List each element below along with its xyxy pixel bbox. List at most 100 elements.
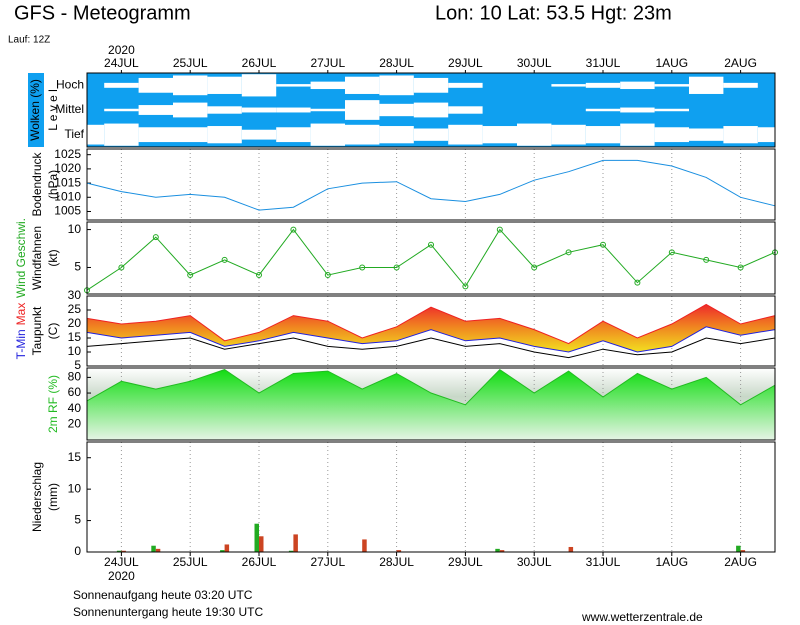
wind-marker xyxy=(256,272,262,279)
x-tick-label: 2AUG xyxy=(724,555,757,569)
y-axis-label-part: 2m RF (%) xyxy=(46,375,60,433)
x-tick-label: 27JUL xyxy=(310,56,345,70)
cloud-cell xyxy=(482,126,517,144)
x-tick-label: 24JUL xyxy=(104,56,139,70)
cloud-cell xyxy=(173,75,208,96)
y-axis-label-part: T-Min xyxy=(14,329,28,359)
precip-bar xyxy=(254,523,259,552)
cloud-cell xyxy=(138,105,173,115)
y-axis-label: Wolken (%) xyxy=(28,79,42,141)
y-axis-label-part: Max xyxy=(14,303,28,326)
y-axis-label-part: Taupunkt xyxy=(30,306,44,355)
cloud-cell xyxy=(104,123,139,146)
precip-bar xyxy=(293,534,298,552)
x-tick-label: 29JUL xyxy=(448,555,483,569)
cloud-cell xyxy=(310,81,345,90)
x-tick-label: 29JUL xyxy=(448,56,483,70)
y-tick-label: 1005 xyxy=(54,204,81,218)
cloud-cell xyxy=(87,124,105,145)
year-label: 2020 xyxy=(108,43,135,57)
panel-frame xyxy=(86,221,776,295)
cloud-cell xyxy=(448,106,483,114)
wind-marker xyxy=(152,234,159,241)
cloud-cell xyxy=(585,126,621,144)
precip-bar xyxy=(568,546,574,552)
cloud-cell xyxy=(620,123,655,146)
y-axis-label: (C) xyxy=(46,323,60,340)
x-tick-label: 30JUL xyxy=(517,555,552,569)
y-tick-label: 1015 xyxy=(54,175,81,189)
cloud-cell xyxy=(654,84,689,87)
cloud-cell xyxy=(310,108,345,112)
y-tick-label: 5 xyxy=(74,260,81,274)
cloud-cell xyxy=(723,126,758,144)
precip-bar xyxy=(495,548,500,552)
precip-bar xyxy=(288,550,294,552)
x-tick-label: 1AUG xyxy=(655,555,688,569)
y-tick-label: 1010 xyxy=(54,189,81,203)
wind-marker xyxy=(531,264,538,271)
y-tick-label: 80 xyxy=(68,370,82,384)
precip-bar xyxy=(220,550,225,552)
wind-marker xyxy=(634,279,641,286)
x-tick-label: 2AUG xyxy=(724,56,757,70)
cloud-cell xyxy=(241,74,277,97)
y-axis-label: T-Min Max xyxy=(14,303,28,360)
series-line xyxy=(86,326,776,353)
level-name: Tief xyxy=(64,127,84,141)
cloud-cell xyxy=(276,84,311,87)
wind-marker xyxy=(737,264,744,271)
cloud-cell xyxy=(585,82,621,88)
cloud-cell xyxy=(620,107,655,113)
series-line xyxy=(86,159,776,211)
y-axis-label-part: Bodendruck xyxy=(30,151,44,216)
panel-frame xyxy=(86,148,776,221)
cloud-cell xyxy=(689,128,724,141)
y-tick-label: 10 xyxy=(68,481,82,495)
level-name: Hoch xyxy=(56,78,84,92)
wind-marker xyxy=(187,272,194,279)
cloud-cell xyxy=(723,82,758,88)
cloud-cell xyxy=(379,103,414,117)
sunset: Sonnenuntergang heute 19:30 UTC xyxy=(73,605,263,619)
y-axis-label: 2m RF (%) xyxy=(46,375,60,433)
wind-marker xyxy=(118,264,125,271)
wind-marker xyxy=(496,226,503,233)
panel-frame xyxy=(86,441,776,553)
x-tick-label: 26JUL xyxy=(242,555,277,569)
y-tick-label: 15 xyxy=(68,330,82,344)
precip-bar xyxy=(259,536,264,552)
cloud-cell xyxy=(207,126,242,144)
y-axis-label: Bodendruck xyxy=(30,151,44,216)
y-tick-label: 5 xyxy=(74,358,81,372)
cloud-cell xyxy=(241,129,277,140)
precip-bar xyxy=(499,550,505,552)
y-tick-label: 10 xyxy=(68,222,82,236)
wind-marker xyxy=(600,241,606,248)
y-tick-label: 5 xyxy=(74,513,81,527)
cloud-cell xyxy=(379,126,414,144)
cloud-cell xyxy=(654,127,689,143)
cloud-cell xyxy=(207,106,242,114)
cloud-cell xyxy=(585,108,621,112)
cloud-cell xyxy=(276,127,311,143)
y-axis-label: (hPa) xyxy=(46,170,60,199)
level-name: Mittel xyxy=(55,102,84,116)
precip-bar xyxy=(155,548,161,552)
y-axis-label-part: Niederschlag xyxy=(30,462,44,532)
y-tick-label: 20 xyxy=(68,316,82,330)
precip-bar xyxy=(121,550,126,552)
y-tick-label: 60 xyxy=(68,385,82,399)
cloud-cell xyxy=(173,102,208,118)
temp-range xyxy=(87,304,775,352)
cloud-cell xyxy=(345,100,380,120)
y-axis-label: (mm) xyxy=(46,483,60,511)
y-axis-label: Niederschlag xyxy=(30,462,44,532)
y-tick-label: 15 xyxy=(68,450,82,464)
panel-frame xyxy=(86,295,776,367)
y-tick-label: 40 xyxy=(68,401,82,415)
y-tick-label: 1025 xyxy=(54,147,81,161)
y-axis-label: (kt) xyxy=(46,249,60,266)
precip-bar xyxy=(740,550,746,552)
cloud-cell xyxy=(241,107,277,113)
